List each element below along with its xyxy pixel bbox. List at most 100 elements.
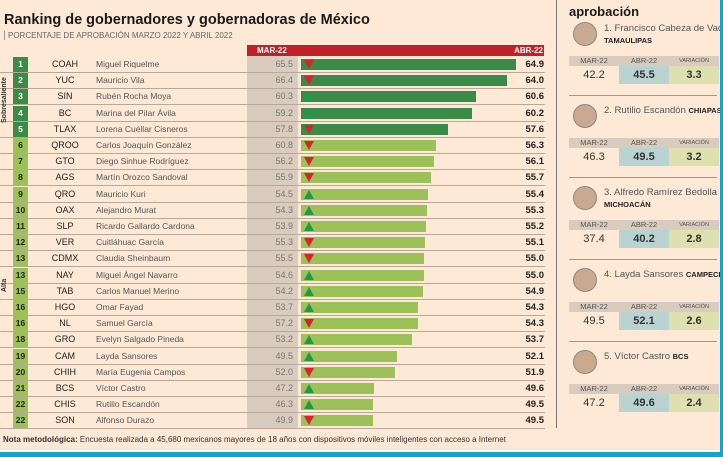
rank-badge: 7: [13, 154, 28, 170]
table-row: 4 BC Marina del Pilar Ávila 59.2 60.2: [0, 105, 545, 122]
abr-value: 53.7: [525, 334, 545, 346]
rank-badge: 20: [13, 364, 28, 380]
trend-up-icon: [304, 384, 314, 393]
table-row: 21 BCS Víctor Castro 47.2 49.6: [0, 381, 545, 397]
state-code: NAY: [56, 269, 74, 280]
trend-down-icon: [304, 60, 314, 69]
governor-name: Rutilio Escandón: [96, 399, 160, 410]
card-name: 4. Layda Sansores: [604, 269, 684, 280]
card-var: 3.3: [669, 66, 719, 84]
abr-bar: [301, 59, 516, 70]
abr-bar: [301, 285, 424, 297]
card-name: 5. Víctor Castro: [604, 351, 670, 362]
abr-value: 60.6: [525, 91, 545, 103]
card-divider: [569, 259, 717, 260]
abr-value: 55.2: [525, 221, 545, 232]
state-code: CHIS: [54, 399, 76, 410]
rank-badge: 22: [13, 397, 28, 413]
chart-subtitle: PORCENTAJE DE APROBACIÓN MARZO 2022 Y AB…: [4, 31, 233, 40]
rank-badge: 3: [13, 89, 28, 105]
card-mar: 46.3: [583, 151, 605, 163]
abr-bar: [301, 366, 396, 378]
rank-badge: 11: [13, 219, 28, 234]
state-code: GTO: [55, 156, 75, 167]
table-row: 3 SIN Rubén Rocha Moya 60.3 60.6: [0, 89, 545, 106]
top-increase-card: 4. Layda Sansores CAMPECHE MAR-22 ABR-22 V…: [569, 268, 723, 348]
table-row: 9 QRO Mauricio Kuri 54.5 55.4: [0, 186, 545, 203]
col-mar: MAR-22: [580, 384, 608, 393]
governor-name: Evelyn Salgado Pineda: [96, 334, 184, 345]
mar-value: 57.2: [275, 318, 293, 329]
rank-badge: 15: [13, 283, 28, 299]
card-state: BCS: [672, 352, 689, 361]
mar-value: 55.3: [275, 237, 293, 248]
abr-value: 49.5: [525, 415, 545, 427]
governor-name: Alejandro Murat: [96, 204, 157, 215]
avatar: [573, 22, 597, 46]
trend-up-icon: [304, 189, 314, 199]
governor-name: Lorena Cuéllar Cisneros: [96, 123, 188, 134]
state-code: OAX: [55, 204, 75, 215]
right-stripe: [720, 0, 723, 457]
abr-bar: [301, 269, 425, 281]
table-row: 1 COAH Miguel Riquelme 65.5 64.9: [0, 57, 545, 73]
table-row: 11 SLP Ricardo Gallardo Cardona 53.9 55.…: [0, 219, 545, 235]
trend-down-icon: [304, 319, 314, 329]
rank-badge: 1: [13, 57, 28, 72]
bottom-stripe: [0, 450, 723, 457]
abr-header: ABR-22: [514, 46, 543, 55]
mar-value: 66.4: [275, 75, 293, 86]
col-mar: MAR-22: [580, 138, 608, 147]
top-increase-card: 5. Víctor Castro BCS MAR-22 ABR-22 VARIACI…: [569, 350, 723, 430]
rank-badge: 10: [13, 202, 28, 218]
governor-name: Rubén Rocha Moya: [96, 91, 172, 102]
trend-up-icon: [304, 108, 314, 118]
governor-name: Samuel García: [96, 318, 153, 329]
avatar: [573, 268, 597, 292]
state-code: AGS: [55, 172, 75, 183]
abr-bar: [301, 334, 412, 346]
card-name: 1. Francisco Cabeza de Vaca: [604, 23, 723, 34]
abr-bar: [301, 237, 425, 249]
rank-badge: 4: [13, 105, 28, 121]
avatar: [573, 186, 597, 210]
rank-badge: 16: [13, 316, 28, 332]
rank-badge: 9: [13, 186, 28, 202]
table-row: 12 VER Cuitláhuac García 55.3 55.1: [0, 235, 545, 252]
abr-value: 57.6: [525, 123, 545, 135]
trend-down-icon: [304, 124, 314, 134]
mar-value: 54.3: [275, 204, 293, 215]
rank-badge: 5: [13, 121, 28, 137]
table-row: 22 SON Alfonso Durazo 49.9 49.5: [0, 413, 545, 430]
table-row: 7 GTO Diego Sinhue Rodríguez 56.2 56.1: [0, 154, 545, 171]
governor-name: Mauricio Vila: [96, 75, 145, 86]
note-text: Encuesta realizada a 45,680 mexicanos ma…: [77, 435, 506, 444]
col-var: VARIACIÓN: [679, 386, 709, 392]
table-row: 2 YUC Mauricio Vila 66.4 64.0: [0, 73, 545, 90]
rank-badge: 18: [13, 332, 28, 348]
governor-name: Omar Fayad: [96, 302, 144, 312]
col-var: VARIACIÓN: [679, 58, 709, 64]
table-row: 6 QROO Carlos Joaquín González 60.8 56.3: [0, 138, 545, 154]
card-abr: 49.5: [619, 148, 669, 166]
col-var: VARIACIÓN: [679, 140, 709, 146]
governor-name: Cuitláhuac García: [96, 237, 165, 248]
mar-value: 56.2: [275, 156, 293, 167]
card-name: 2. Rutilio Escandón: [604, 105, 686, 116]
state-code: QROO: [51, 140, 79, 150]
rank-badge: 22: [13, 413, 28, 429]
trend-up-icon: [304, 351, 314, 361]
top-increase-card: 1. Francisco Cabeza de Vaca TAMAULIPAS M…: [569, 22, 723, 102]
col-var: VARIACIÓN: [679, 304, 709, 310]
trend-down-icon: [304, 76, 314, 86]
top-increase-card: 3. Alfredo Ramírez Bedolla MICHOACÁN MAR…: [569, 186, 723, 266]
card-abr: 52.1: [619, 312, 669, 330]
rank-badge: 16: [13, 300, 28, 315]
state-code: COAH: [51, 59, 78, 69]
abr-bar: [301, 123, 449, 135]
table-row: 19 CAM Layda Sansores 49.5 52.1: [0, 348, 545, 365]
governor-name: Diego Sinhue Rodríguez: [96, 156, 189, 167]
top-increase-panel: aprobación 1. Francisco Cabeza de Vaca T…: [556, 0, 723, 428]
governor-name: Carlos Joaquín González: [96, 140, 192, 150]
chart-title: Ranking de gobernadores y gobernadoras d…: [4, 12, 370, 28]
